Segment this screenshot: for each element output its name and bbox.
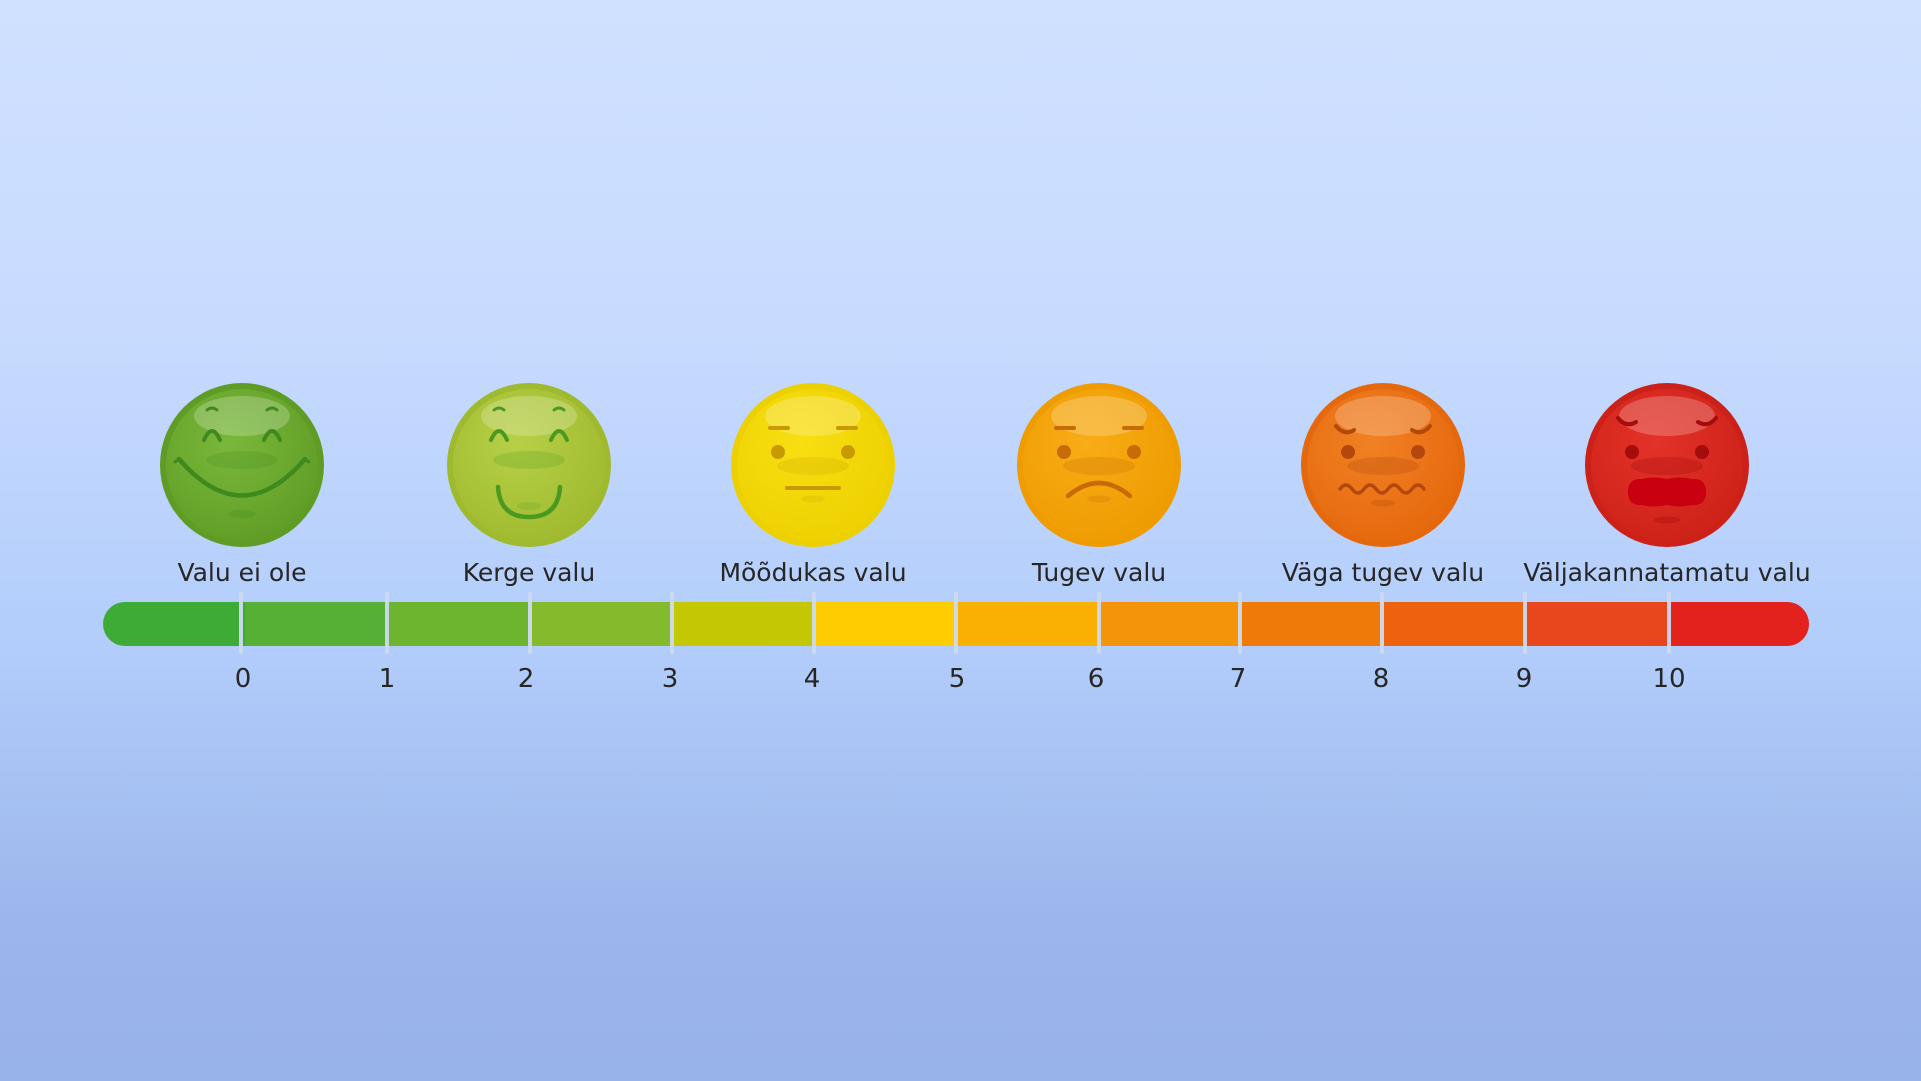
scale-segment [1098,602,1241,646]
tick-label: 3 [661,664,679,694]
distressed-face-icon [1300,382,1466,548]
scale-divider [1380,592,1384,654]
scale-segment [103,602,246,646]
scale-divider [670,592,674,654]
pain-scale-bar [103,602,1809,646]
scale-segment [1382,602,1525,646]
scale-divider [239,592,243,654]
crying-face-icon [1584,382,1750,548]
scale-divider [385,592,389,654]
scale-divider [1667,592,1671,654]
scale-segment [671,602,814,646]
scale-divider [1238,592,1242,654]
tick-label: 1 [378,664,396,694]
scale-segment [1240,602,1383,646]
scale-segment [956,602,1099,646]
scale-divider [528,592,532,654]
scale-divider [812,592,816,654]
pain-level-label: Mõõdukas valu [719,558,907,587]
pain-level-label: Väljakannatamatu valu [1523,558,1811,587]
tick-label: 8 [1372,664,1390,694]
scale-segment [245,602,388,646]
pain-level-label: Väga tugev valu [1281,558,1485,587]
frowning-face-icon [1016,382,1182,548]
neutral-face-icon [730,382,896,548]
scale-segment [1666,602,1809,646]
tick-label: 7 [1229,664,1247,694]
smiling-face-icon [446,382,612,548]
tick-label: 2 [517,664,535,694]
tick-label: 5 [948,664,966,694]
scale-segment [387,602,530,646]
pain-level-label: Kerge valu [462,558,596,587]
tick-label: 10 [1652,664,1686,694]
tick-label: 6 [1087,664,1105,694]
scale-segment [529,602,672,646]
pain-level-label: Tugev valu [1031,558,1167,587]
scale-divider [954,592,958,654]
scale-divider [1097,592,1101,654]
scale-segment [1524,602,1667,646]
laughing-face-icon [159,382,325,548]
tick-label: 9 [1515,664,1533,694]
scale-divider [1523,592,1527,654]
pain-level-label: Valu ei ole [177,558,307,587]
tick-label: 0 [234,664,252,694]
tick-label: 4 [803,664,821,694]
scale-segment [813,602,957,646]
